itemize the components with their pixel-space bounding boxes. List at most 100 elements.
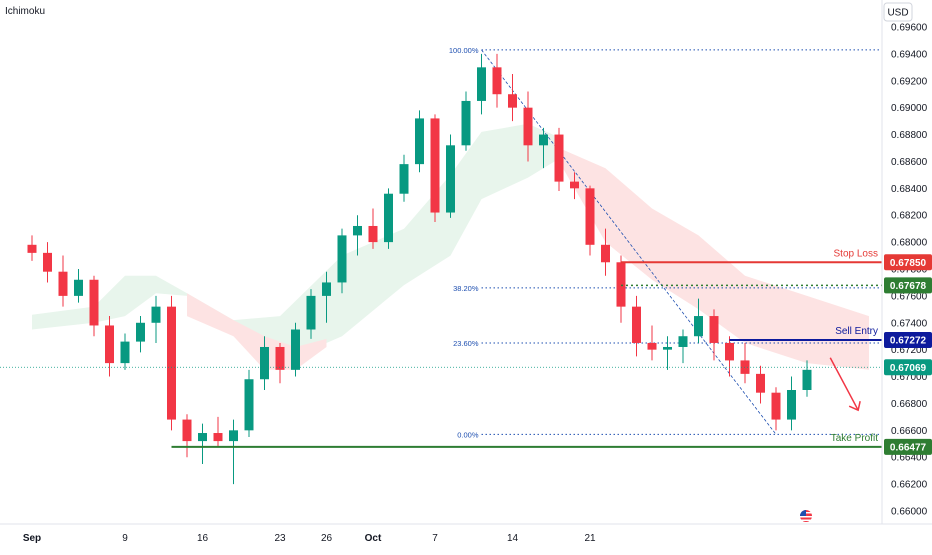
price-tick-label: 0.66600 xyxy=(891,426,928,437)
price-tag-label: 0.67678 xyxy=(890,281,927,292)
time-tick-label: 26 xyxy=(321,533,333,544)
price-tag-bg xyxy=(884,277,932,294)
candle xyxy=(477,53,486,115)
candle xyxy=(120,333,130,370)
currency-button[interactable]: USD xyxy=(883,2,913,22)
level-name-label[interactable]: Stop Loss xyxy=(834,248,878,259)
candle xyxy=(725,336,734,377)
candle xyxy=(58,255,68,307)
fib-trend-line xyxy=(481,49,777,435)
candle xyxy=(508,74,517,122)
indicator-label[interactable]: Ichimoku xyxy=(5,6,45,17)
price-tag-bg xyxy=(884,438,932,455)
time-tick-label: 21 xyxy=(584,533,596,544)
time-tick-label: Sep xyxy=(23,533,41,544)
candle xyxy=(136,316,145,353)
price-tick-label: 0.66800 xyxy=(891,399,928,410)
price-tag: 0.67069 xyxy=(884,359,932,376)
candle-body xyxy=(120,341,130,364)
candle xyxy=(430,114,440,222)
price-tick-label: 0.68000 xyxy=(891,238,928,249)
trade-levels[interactable]: Stop Loss Sell Entry Take Profit xyxy=(0,248,882,448)
candle xyxy=(337,228,347,294)
candle xyxy=(694,298,703,343)
candle xyxy=(275,342,285,384)
candle-body xyxy=(260,346,269,380)
price-tick-label: 0.67600 xyxy=(891,291,928,302)
candle xyxy=(229,419,238,485)
candle xyxy=(461,91,471,151)
price-tick-label: 0.66000 xyxy=(891,507,928,518)
time-tick-label: 7 xyxy=(432,533,438,544)
candle-body xyxy=(291,329,300,370)
price-tick-label: 0.67000 xyxy=(891,372,928,383)
candle xyxy=(198,423,207,464)
candle xyxy=(570,172,579,200)
candle-body xyxy=(601,244,610,263)
time-tick-label: 16 xyxy=(197,533,209,544)
candle-body xyxy=(275,346,285,370)
currency-button-label[interactable]: USD xyxy=(887,8,908,19)
candle-body xyxy=(694,316,703,337)
candle xyxy=(306,289,316,339)
price-tick-label: 0.69600 xyxy=(891,23,928,34)
candle-body xyxy=(570,181,579,189)
candle xyxy=(105,316,114,377)
candles[interactable] xyxy=(27,53,812,485)
candle-body xyxy=(678,336,688,347)
candle xyxy=(740,342,750,384)
candle-body xyxy=(353,225,362,236)
price-tag: 0.67678 xyxy=(884,277,932,294)
candle-body xyxy=(229,430,238,442)
candle xyxy=(213,416,223,447)
candle-body xyxy=(182,419,192,442)
candle-body xyxy=(461,100,471,146)
candle xyxy=(632,295,641,357)
price-tick-label: 0.67400 xyxy=(891,318,928,329)
price-tag-bg xyxy=(884,254,932,271)
candle-body xyxy=(58,271,68,296)
candle-body xyxy=(508,94,517,108)
candle-body xyxy=(89,279,99,326)
candle xyxy=(802,360,812,397)
price-tick-label: 0.69000 xyxy=(891,103,928,114)
price-tick-label: 0.67200 xyxy=(891,345,928,356)
candle-body xyxy=(43,252,52,272)
price-tag-bg xyxy=(884,331,932,348)
price-tag-label: 0.67069 xyxy=(890,363,927,374)
cloud-bearish-2 xyxy=(559,148,869,370)
level-name-label[interactable]: Take Profit xyxy=(831,433,878,444)
fib-level-label: 23.60% xyxy=(453,339,479,348)
fib-level-label: 0.00% xyxy=(457,430,479,439)
candle-body xyxy=(709,316,719,343)
candle-body xyxy=(632,306,641,343)
candle-body xyxy=(151,306,161,323)
candle-body xyxy=(802,369,812,390)
candle-body xyxy=(198,433,207,442)
price-tick-label: 0.69400 xyxy=(891,49,928,60)
candle-body xyxy=(27,244,37,253)
candle-body xyxy=(492,67,502,95)
candle xyxy=(322,271,331,323)
candle-body xyxy=(647,342,657,350)
price-tag: 0.67850 xyxy=(884,254,932,271)
candle-body xyxy=(585,188,595,245)
time-tick-label: Oct xyxy=(365,533,382,544)
candle xyxy=(182,414,192,458)
price-axis[interactable]: 0.66000 0.66200 0.66400 0.66600 0.66800 0.670… xyxy=(891,23,928,518)
price-tag-label: 0.67272 xyxy=(890,335,927,346)
level-name-label[interactable]: Sell Entry xyxy=(835,326,878,337)
price-tick-label: 0.68600 xyxy=(891,157,928,168)
price-tick-label: 0.69200 xyxy=(891,76,928,87)
candle xyxy=(601,228,610,276)
arrow-head xyxy=(848,401,861,412)
candle-body xyxy=(477,67,486,101)
time-axis[interactable]: Sep 9 16 23 26 Oct 7 14 21 xyxy=(23,533,596,544)
candle-body xyxy=(306,295,316,330)
candle xyxy=(709,309,719,361)
fib-level-label: 100.00% xyxy=(449,46,479,55)
candle xyxy=(244,369,254,438)
candle xyxy=(616,255,626,323)
